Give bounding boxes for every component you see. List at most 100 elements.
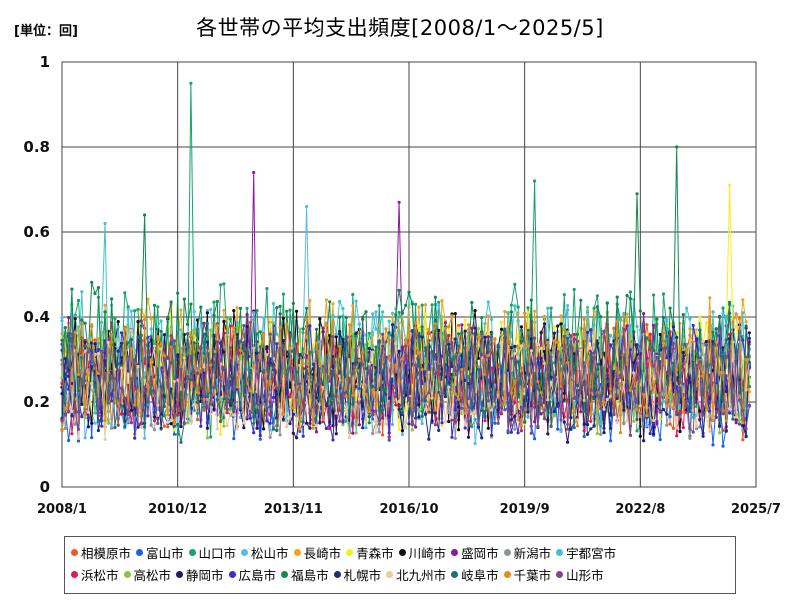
data-point — [516, 305, 520, 309]
data-point — [96, 336, 100, 341]
data-point — [357, 423, 361, 427]
data-point — [169, 361, 173, 365]
data-point — [711, 345, 715, 349]
data-point — [506, 429, 510, 433]
data-point — [110, 297, 114, 301]
x-tick-label: 2022/8 — [615, 502, 665, 517]
data-point — [423, 312, 428, 316]
data-point — [675, 368, 679, 372]
data-point — [741, 409, 745, 413]
data-point — [152, 339, 157, 343]
legend-label: 富山市 — [146, 545, 184, 561]
data-point — [139, 324, 143, 328]
data-point — [176, 378, 180, 382]
data-point — [232, 437, 236, 441]
data-point — [129, 408, 133, 412]
data-point — [589, 328, 593, 332]
data-point — [73, 422, 77, 426]
data-point — [635, 429, 639, 433]
data-point — [377, 330, 381, 334]
data-point — [314, 430, 319, 434]
data-point — [648, 332, 652, 336]
data-point — [420, 325, 424, 329]
data-point — [195, 411, 200, 415]
data-point — [513, 357, 517, 361]
data-point — [298, 327, 302, 331]
data-point — [156, 407, 160, 412]
data-point — [152, 410, 157, 414]
data-point — [146, 297, 150, 301]
data-point — [642, 321, 646, 325]
data-point — [526, 344, 530, 348]
data-point — [275, 386, 279, 390]
data-point — [453, 312, 457, 316]
data-point — [341, 394, 345, 398]
data-point — [542, 361, 547, 366]
data-point — [407, 290, 411, 294]
data-point — [463, 318, 467, 322]
data-point — [308, 411, 312, 415]
legend-label: 盛岡市 — [461, 545, 499, 561]
data-point — [671, 426, 676, 430]
data-point — [86, 425, 90, 429]
data-point — [156, 421, 160, 426]
data-point — [390, 370, 395, 374]
data-point — [533, 179, 537, 183]
data-point — [645, 332, 649, 336]
data-point — [599, 362, 603, 366]
data-point — [414, 406, 418, 411]
data-point — [298, 429, 302, 433]
data-point — [397, 380, 401, 384]
data-point — [324, 393, 328, 397]
legend-marker-icon — [451, 570, 459, 578]
data-point — [301, 393, 305, 397]
data-point — [575, 339, 580, 343]
data-point — [417, 331, 421, 336]
data-point — [324, 369, 328, 373]
data-point — [212, 407, 216, 411]
data-point — [516, 333, 520, 337]
data-point — [552, 377, 557, 381]
data-point — [420, 335, 424, 339]
data-point — [113, 376, 117, 380]
data-point — [499, 341, 504, 345]
data-point — [417, 371, 421, 375]
data-point — [126, 305, 130, 309]
data-point — [427, 327, 431, 331]
data-point — [566, 427, 570, 431]
data-point — [661, 407, 666, 412]
data-point — [724, 338, 728, 342]
data-point — [209, 412, 213, 416]
data-point — [222, 409, 226, 413]
data-point — [103, 303, 107, 307]
data-point — [513, 414, 517, 418]
data-point — [589, 412, 593, 416]
data-point — [90, 381, 94, 386]
data-point — [486, 426, 490, 430]
data-point — [443, 321, 447, 325]
data-point — [192, 310, 196, 314]
data-point — [397, 310, 401, 314]
data-point — [728, 349, 732, 353]
legend-marker-icon — [281, 570, 289, 578]
data-point — [605, 397, 609, 402]
legend-item: 相模原市 — [71, 542, 131, 562]
legend-item: 山口市 — [188, 542, 236, 562]
data-point — [202, 405, 206, 410]
data-point — [281, 316, 285, 320]
legend-item: 富山市 — [136, 542, 184, 562]
data-point — [377, 304, 381, 308]
y-tick-label: 0.4 — [23, 308, 50, 326]
data-point — [480, 436, 484, 440]
data-point — [301, 362, 305, 366]
data-point — [632, 387, 636, 391]
legend-item: 長崎市 — [293, 542, 341, 562]
data-point — [189, 302, 193, 306]
data-point — [367, 421, 371, 425]
data-point — [423, 346, 428, 350]
data-point — [655, 404, 659, 408]
data-point — [414, 302, 418, 306]
data-point — [331, 365, 335, 369]
data-point — [314, 424, 319, 428]
data-point — [661, 315, 666, 320]
